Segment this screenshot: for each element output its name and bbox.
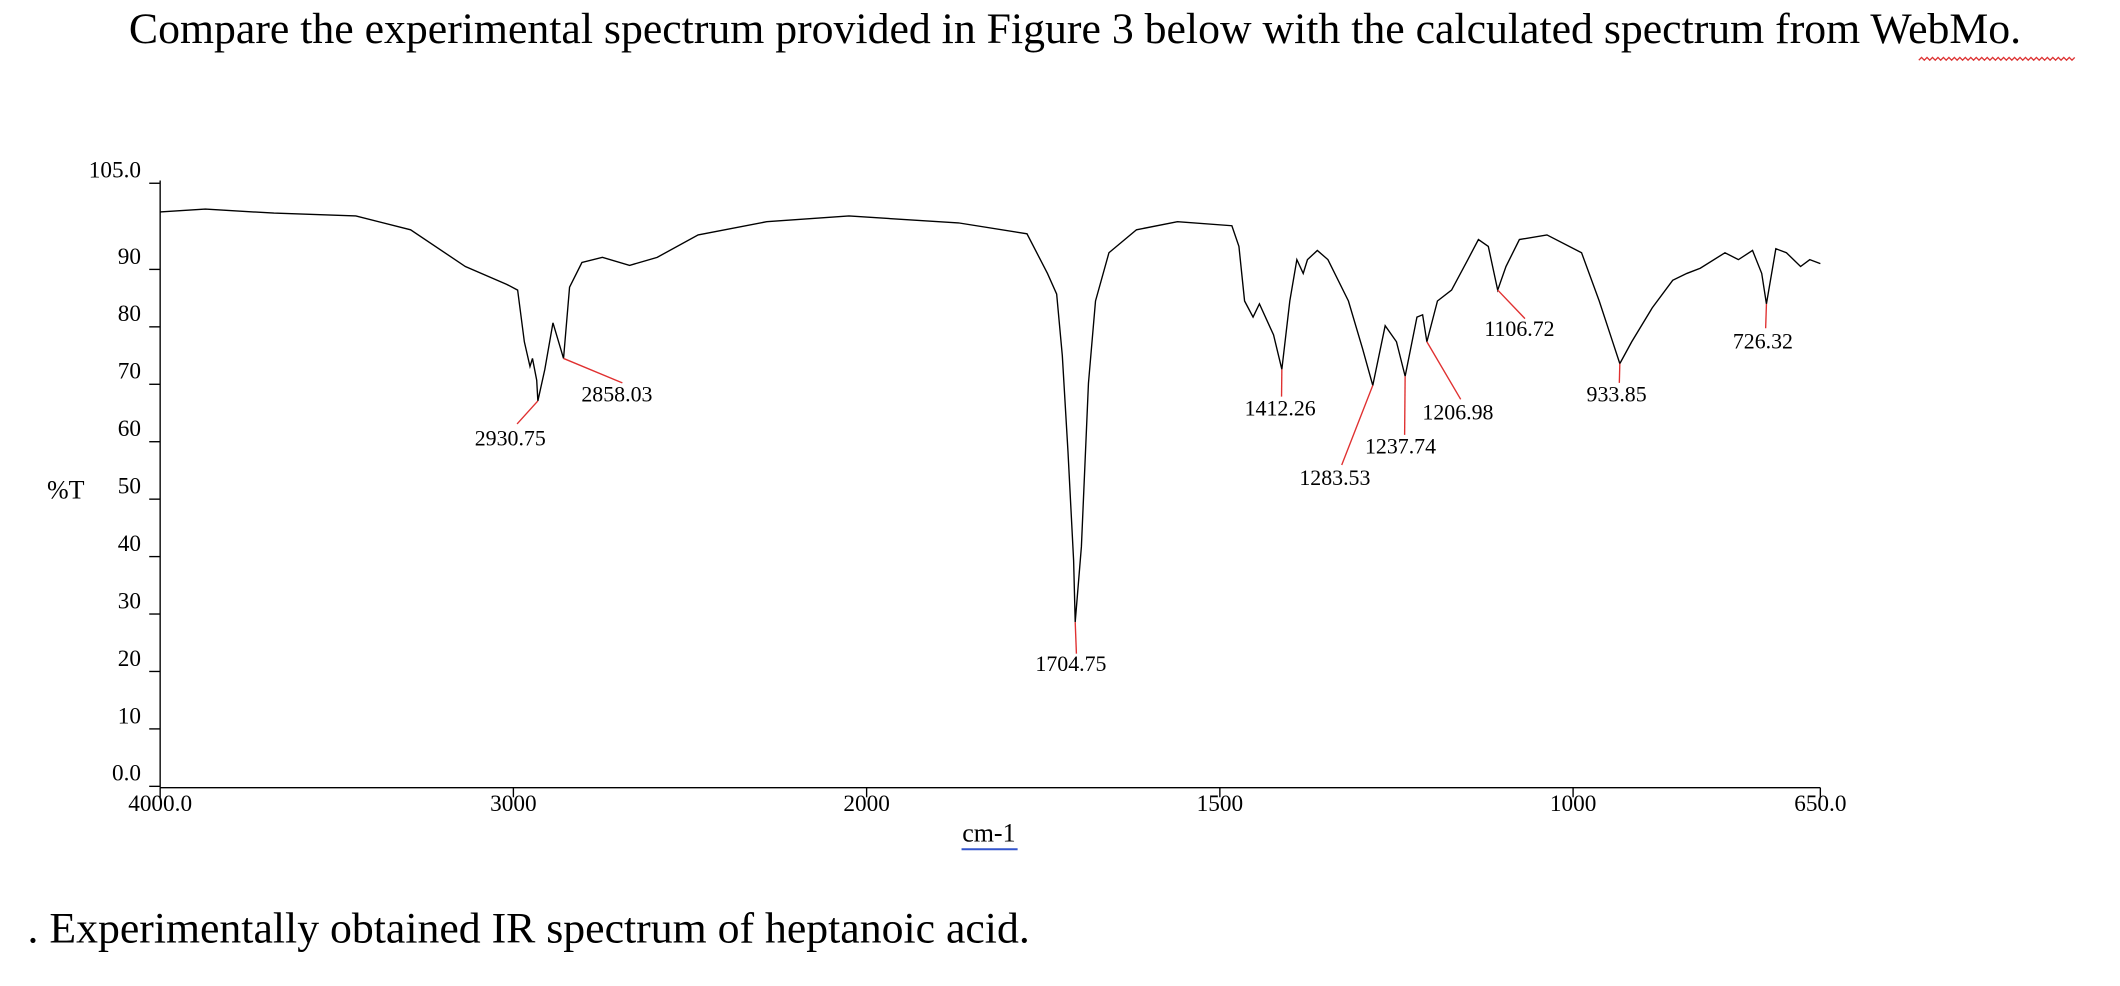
y-tick-label: 90 bbox=[118, 244, 141, 270]
y-tick-label: 60 bbox=[118, 416, 141, 442]
peak-label: 1283.53 bbox=[1299, 466, 1370, 490]
y-tick-label: 80 bbox=[118, 301, 141, 327]
y-tick-label: 105.0 bbox=[89, 158, 141, 184]
peak-label: 1106.72 bbox=[1484, 317, 1554, 341]
peak-leader bbox=[1764, 303, 1768, 329]
peak-label: 2930.75 bbox=[475, 426, 546, 450]
peak-leader bbox=[1403, 376, 1406, 435]
peak-label: 1237.74 bbox=[1365, 435, 1436, 459]
peak-leader bbox=[1497, 289, 1526, 320]
peak-leader bbox=[1426, 341, 1462, 400]
peak-label: 2858.03 bbox=[581, 383, 652, 407]
y-tick-label: 50 bbox=[118, 474, 141, 500]
x-axis-label: cm-1 bbox=[962, 819, 1015, 848]
peak-leader bbox=[1074, 622, 1078, 654]
y-tick-label: 10 bbox=[118, 703, 141, 729]
peak-label: 1206.98 bbox=[1422, 400, 1493, 424]
spectrum bbox=[160, 208, 1821, 623]
peak-label: 1704.75 bbox=[1035, 652, 1106, 676]
peak-label: 933.85 bbox=[1587, 383, 1647, 407]
title: Compare the experimental spectrum provid… bbox=[129, 5, 2021, 53]
y-tick-label: 70 bbox=[118, 359, 141, 385]
y-tick-label: 30 bbox=[118, 588, 141, 614]
y-tick-label: 0.0 bbox=[112, 761, 141, 787]
peak-leader bbox=[563, 357, 623, 384]
peak-leader bbox=[1341, 385, 1374, 466]
spell-underline bbox=[1918, 56, 2076, 62]
y-tick-label: 40 bbox=[118, 531, 141, 557]
peak-label: 726.32 bbox=[1733, 329, 1793, 353]
peak-label: 1412.26 bbox=[1245, 396, 1316, 420]
peak-leader bbox=[516, 400, 539, 425]
y-axis-label: %T bbox=[47, 475, 85, 504]
caption: . Experimentally obtained IR spectrum of… bbox=[28, 905, 1030, 953]
y-tick-label: 20 bbox=[118, 646, 141, 672]
